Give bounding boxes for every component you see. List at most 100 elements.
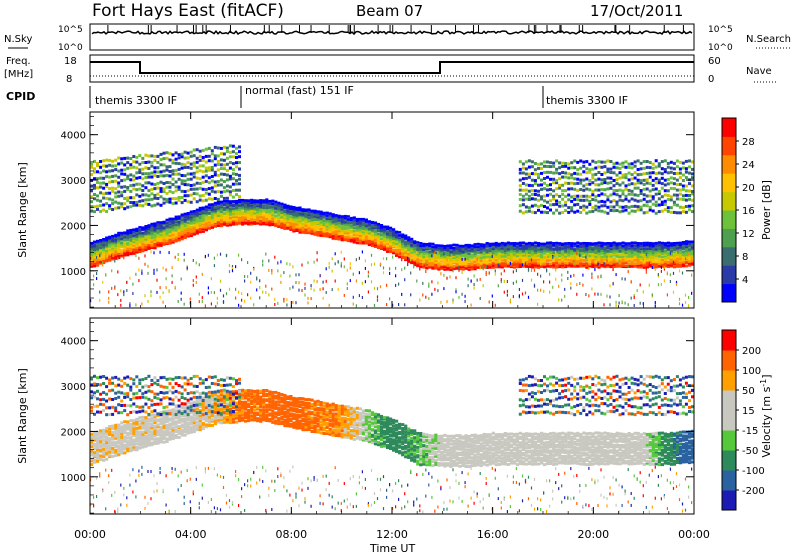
power-cell <box>588 245 592 249</box>
power-cell <box>612 257 616 260</box>
power-cell <box>588 247 592 251</box>
power-cell <box>183 212 187 216</box>
power-noise <box>177 299 179 303</box>
velocity-cell <box>108 430 112 434</box>
power-cell <box>624 208 628 212</box>
power-noise <box>265 252 267 256</box>
power-noise <box>482 284 484 288</box>
power-noise <box>564 264 566 268</box>
power-cell <box>582 241 586 245</box>
power-cell <box>204 223 208 226</box>
power-cell <box>307 226 311 230</box>
power-cell <box>313 222 317 225</box>
nsky-tick-low: 10^0 <box>58 43 83 53</box>
power-noise <box>153 251 155 255</box>
power-cell <box>636 205 640 209</box>
power-cell <box>93 259 97 262</box>
power-cell <box>132 174 136 178</box>
power-cell <box>666 260 670 264</box>
power-noise <box>636 258 638 262</box>
power-cell <box>93 248 97 252</box>
power-cell <box>147 160 151 164</box>
power-cell <box>691 176 694 180</box>
velocity-cell <box>105 392 109 396</box>
power-cell <box>189 166 193 170</box>
velocity-cell <box>96 448 100 452</box>
power-noise <box>265 284 267 288</box>
power-cell <box>609 249 613 253</box>
power-noise <box>386 303 388 306</box>
power-noise <box>343 293 345 297</box>
power-cell <box>452 267 456 271</box>
power-cell <box>162 163 166 167</box>
power-cell <box>612 192 616 196</box>
velocity-cell <box>135 410 139 414</box>
power-cell <box>228 185 232 189</box>
power-cell <box>570 166 574 170</box>
power-cell <box>153 242 157 246</box>
power-noise <box>633 296 635 300</box>
power-cell <box>524 172 528 176</box>
power-cell <box>500 263 504 267</box>
power-cell <box>639 263 643 267</box>
power-noise <box>479 266 481 270</box>
velocity-cell <box>135 405 139 408</box>
power-cell <box>612 263 616 266</box>
power-cell <box>467 262 471 266</box>
power-cell <box>543 205 546 208</box>
power-cell <box>129 238 133 242</box>
power-cell <box>591 246 595 249</box>
power-cell <box>129 249 133 253</box>
power-cell <box>561 171 565 174</box>
power-noise <box>675 251 678 255</box>
power-cell <box>654 263 658 266</box>
power-cell <box>238 198 242 202</box>
power-cell <box>174 185 178 189</box>
power-cell <box>337 214 341 218</box>
power-cell <box>141 193 145 197</box>
power-noise <box>346 287 348 290</box>
power-cell <box>253 214 257 217</box>
power-cell <box>675 246 680 249</box>
power-cell <box>389 229 393 232</box>
power-cell <box>413 243 417 246</box>
velocity-cell <box>132 392 136 396</box>
velocity-cell <box>114 431 118 435</box>
power-cell <box>639 167 643 171</box>
power-cell <box>681 260 686 264</box>
power-cell <box>271 213 275 216</box>
power-cell <box>404 257 408 260</box>
power-noise <box>570 282 572 286</box>
power-cell <box>524 259 529 263</box>
power-cell <box>567 206 571 210</box>
power-cell <box>543 257 547 261</box>
power-cell <box>564 164 568 168</box>
power-cell <box>530 259 535 263</box>
power-cell <box>645 171 649 175</box>
power-cell <box>231 168 235 172</box>
power-cell <box>171 172 175 176</box>
power-noise <box>165 268 167 272</box>
power-cell <box>99 209 103 213</box>
power-cell <box>509 252 513 256</box>
power-cell <box>117 236 121 239</box>
power-noise <box>183 258 185 262</box>
power-cell <box>681 253 686 257</box>
power-cell <box>681 179 685 182</box>
power-noise <box>105 273 107 277</box>
power-cell <box>222 222 227 226</box>
power-cell <box>120 202 124 206</box>
power-cell <box>373 234 378 238</box>
power-cell <box>277 207 281 211</box>
power-cell <box>585 247 589 251</box>
power-noise <box>129 302 131 306</box>
power-cell <box>138 170 142 174</box>
power-cell <box>322 233 326 237</box>
power-cell <box>567 242 571 245</box>
power-noise <box>165 286 167 290</box>
power-cell <box>422 260 426 264</box>
power-cell <box>524 254 529 258</box>
power-cell <box>494 245 498 248</box>
power-cell <box>102 192 106 196</box>
power-cell <box>443 265 447 268</box>
